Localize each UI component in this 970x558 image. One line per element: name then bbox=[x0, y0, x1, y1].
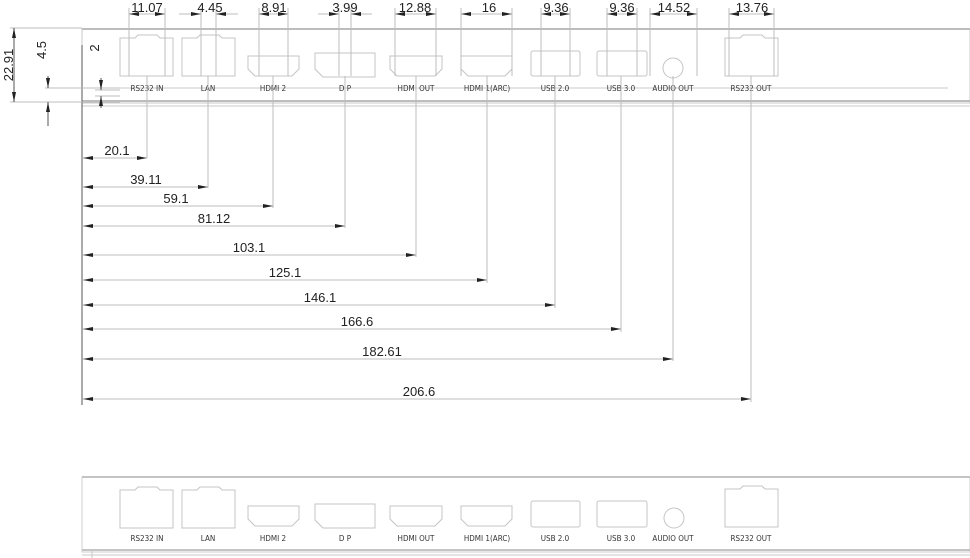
width-dim-rs232-in: 11.07 bbox=[131, 0, 163, 15]
lan-port-icon bbox=[181, 486, 236, 529]
port-label-dp: D P bbox=[339, 534, 352, 543]
width-dim-usb-3: 9.36 bbox=[609, 0, 634, 15]
width-dim-audio-out: 14.52 bbox=[658, 0, 691, 15]
offset-dim-lan: 39.11 bbox=[130, 172, 162, 187]
offset-dim-hdmi-1-arc: 125.1 bbox=[269, 265, 302, 280]
width-dim-hdmi-2: 8.91 bbox=[261, 0, 286, 15]
offset-dim-dp: 81.12 bbox=[198, 211, 231, 226]
vertical-dimensions: 22.91 4.5 2 bbox=[1, 27, 120, 126]
usb-3-port-icon bbox=[596, 50, 648, 77]
port-label-hdmi-out: HDMI OUT bbox=[398, 534, 436, 543]
port-label-hdmi-2: HDMI 2 bbox=[260, 534, 286, 543]
hdmi-out-port-icon bbox=[389, 505, 443, 527]
port-label-hdmi-1-arc: HDMI 1(ARC) bbox=[464, 534, 511, 543]
offset-dim-rs232-in: 20.1 bbox=[104, 143, 129, 158]
usb-3-port-icon bbox=[596, 500, 648, 528]
rs232-in-port-icon bbox=[119, 486, 174, 529]
offset-dim-hdmi-2: 59.1 bbox=[163, 191, 188, 206]
usb-2-port-icon bbox=[530, 50, 581, 77]
dp-port-icon bbox=[314, 503, 376, 529]
port-width-dimensions: 11.07 4.45 8.91 3.99 12.88 16 9.36 bbox=[128, 0, 775, 76]
port-label-rs232-out: RS232 OUT bbox=[731, 534, 773, 543]
hdmi-out-port-icon bbox=[389, 55, 443, 77]
width-dim-dp: 3.99 bbox=[332, 0, 357, 15]
height-dim-label-offset: 4.5 bbox=[34, 41, 49, 59]
bottom-panel: RS232 IN LAN HDMI 2 D P HDMI OUT HDMI 1(… bbox=[81, 476, 970, 558]
offset-dim-usb-2: 146.1 bbox=[304, 290, 337, 305]
height-dim-total: 22.91 bbox=[1, 49, 16, 82]
port-label-audio-out: AUDIO OUT bbox=[652, 534, 694, 543]
offset-dim-usb-3: 166.6 bbox=[341, 314, 374, 329]
audio-out-port-icon bbox=[663, 507, 685, 529]
usb-2-port-icon bbox=[530, 500, 581, 528]
offset-dim-audio-out: 182.61 bbox=[362, 344, 402, 359]
port-label-usb-2: USB 2.0 bbox=[541, 534, 570, 543]
width-dim-hdmi-1-arc: 16 bbox=[482, 0, 496, 15]
hdmi-2-port-icon bbox=[247, 55, 300, 77]
width-dim-hdmi-out: 12.88 bbox=[399, 0, 432, 15]
port-label-usb-3: USB 3.0 bbox=[607, 534, 636, 543]
rs232-in-port-icon bbox=[119, 34, 174, 77]
hdmi-1-arc-port-icon bbox=[460, 55, 513, 77]
port-offset-dimensions: 20.1 39.11 59.1 81.12 103.1 125.1 146.1 … bbox=[83, 76, 752, 402]
port-label-rs232-in: RS232 IN bbox=[130, 534, 163, 543]
width-dim-usb-2: 9.36 bbox=[543, 0, 568, 15]
rs232-out-port-icon bbox=[724, 485, 779, 528]
offset-dim-rs232-out: 206.6 bbox=[403, 384, 436, 399]
lan-port-icon bbox=[181, 34, 236, 77]
hdmi-1-arc-port-icon bbox=[460, 505, 513, 527]
rs232-out-port-icon bbox=[724, 34, 779, 77]
width-dim-rs232-out: 13.76 bbox=[736, 0, 769, 15]
top-panel: RS232 IN LAN HDMI 2 D P HDMI OUT HDMI 1(… bbox=[81, 28, 970, 405]
audio-out-port-icon bbox=[662, 57, 684, 79]
port-label-lan: LAN bbox=[201, 534, 216, 543]
height-dim-port-gap: 2 bbox=[87, 44, 102, 51]
offset-dim-hdmi-out: 103.1 bbox=[233, 240, 266, 255]
dp-port-icon bbox=[314, 52, 376, 78]
width-dim-lan: 4.45 bbox=[197, 0, 222, 15]
hdmi-2-port-icon bbox=[247, 505, 300, 527]
